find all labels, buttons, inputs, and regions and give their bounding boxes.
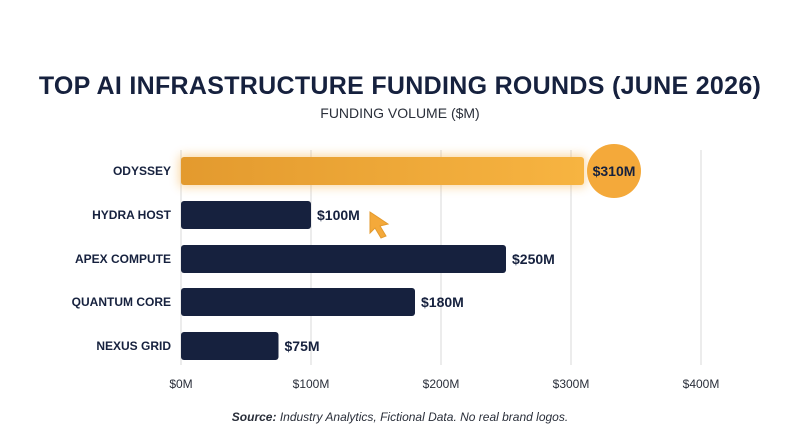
category-label: APEX COMPUTE — [75, 252, 171, 266]
labels: $0M $100M $200M $300M $400M ODYSSEY $310M HYDRA… — [72, 163, 720, 391]
value-label: $75M — [285, 338, 320, 354]
source-text: Industry Analytics, Fictional Data. No r… — [276, 410, 569, 424]
category-label: ODYSSEY — [113, 164, 171, 178]
chart-title: TOP AI INFRASTRUCTURE FUNDING ROUNDS (JU… — [38, 72, 762, 100]
chart-subtitle: FUNDING VOLUME ($M) — [320, 105, 480, 121]
bars — [179, 144, 641, 360]
value-label: $180M — [421, 294, 464, 310]
category-label: NEXUS GRID — [96, 339, 171, 353]
value-label: $100M — [317, 207, 360, 223]
bar — [181, 332, 279, 360]
value-label: $250M — [512, 251, 555, 267]
category-label: HYDRA HOST — [92, 208, 172, 222]
cursor-arrow-icon — [369, 211, 390, 239]
value-badge — [587, 144, 641, 198]
value-label: $310M — [593, 163, 636, 179]
x-tick-label: $0M — [169, 377, 192, 391]
source-note: Source: Industry Analytics, Fictional Da… — [0, 410, 800, 424]
bar — [181, 288, 415, 316]
x-tick-label: $300M — [553, 377, 590, 391]
x-tick-label: $200M — [423, 377, 460, 391]
x-tick-label: $400M — [683, 377, 720, 391]
bar — [181, 245, 506, 273]
source-prefix: Source: — [231, 410, 277, 424]
category-label: QUANTUM CORE — [72, 295, 171, 309]
x-tick-label: $100M — [293, 377, 330, 391]
bar — [181, 201, 311, 229]
bar — [181, 157, 584, 185]
